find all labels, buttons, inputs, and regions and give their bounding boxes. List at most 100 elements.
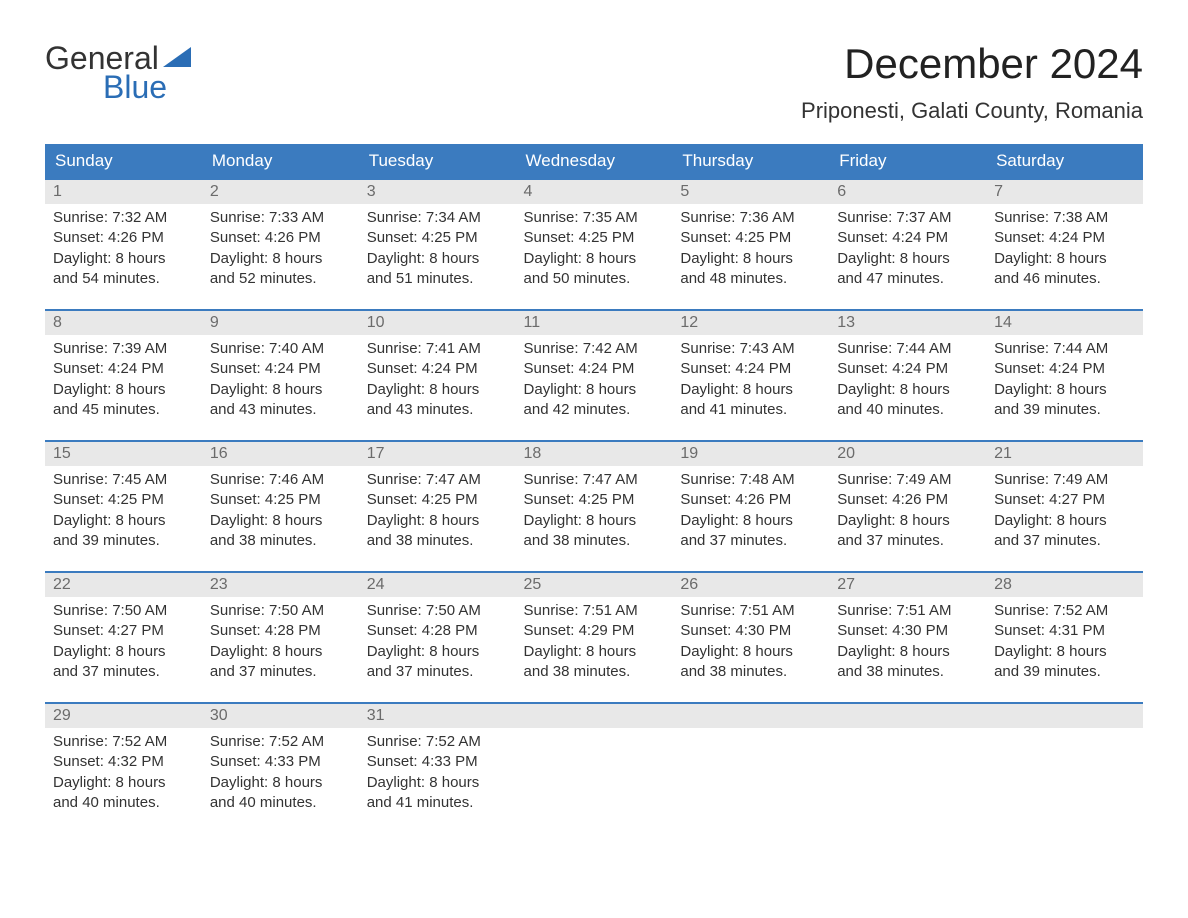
day-body: Sunrise: 7:51 AMSunset: 4:30 PMDaylight:… <box>829 597 986 702</box>
daylight-line: and 37 minutes. <box>53 662 194 682</box>
sunset-line: Sunset: 4:33 PM <box>367 752 508 772</box>
dow-tuesday: Tuesday <box>359 144 516 179</box>
sunset-line: Sunset: 4:24 PM <box>994 228 1135 248</box>
day-number-empty <box>829 704 986 728</box>
day-number: 20 <box>829 442 986 466</box>
day-number: 31 <box>359 704 516 728</box>
sunrise-line: Sunrise: 7:48 AM <box>680 470 821 490</box>
day-body: Sunrise: 7:35 AMSunset: 4:25 PMDaylight:… <box>516 204 673 309</box>
sunrise-line: Sunrise: 7:45 AM <box>53 470 194 490</box>
daylight-line: and 40 minutes. <box>210 793 351 813</box>
daylight-line: Daylight: 8 hours <box>367 511 508 531</box>
daylight-line: and 40 minutes. <box>53 793 194 813</box>
day-number: 25 <box>516 573 673 597</box>
day-body: Sunrise: 7:52 AMSunset: 4:33 PMDaylight:… <box>202 728 359 833</box>
daylight-line: and 39 minutes. <box>994 662 1135 682</box>
daylight-line: and 38 minutes. <box>210 531 351 551</box>
sunrise-line: Sunrise: 7:52 AM <box>210 732 351 752</box>
sunrise-line: Sunrise: 7:44 AM <box>994 339 1135 359</box>
day-number: 6 <box>829 180 986 204</box>
brand-logo: General Blue <box>45 40 191 106</box>
day-cell: 13Sunrise: 7:44 AMSunset: 4:24 PMDayligh… <box>829 310 986 441</box>
day-body: Sunrise: 7:48 AMSunset: 4:26 PMDaylight:… <box>672 466 829 571</box>
day-number: 18 <box>516 442 673 466</box>
day-body: Sunrise: 7:32 AMSunset: 4:26 PMDaylight:… <box>45 204 202 309</box>
sunset-line: Sunset: 4:33 PM <box>210 752 351 772</box>
day-body: Sunrise: 7:36 AMSunset: 4:25 PMDaylight:… <box>672 204 829 309</box>
day-cell: 15Sunrise: 7:45 AMSunset: 4:25 PMDayligh… <box>45 441 202 572</box>
day-cell <box>672 703 829 833</box>
daylight-line: and 38 minutes. <box>367 531 508 551</box>
sunrise-line: Sunrise: 7:44 AM <box>837 339 978 359</box>
daylight-line: Daylight: 8 hours <box>680 642 821 662</box>
daylight-line: Daylight: 8 hours <box>53 773 194 793</box>
dow-sunday: Sunday <box>45 144 202 179</box>
day-number: 27 <box>829 573 986 597</box>
sunset-line: Sunset: 4:28 PM <box>210 621 351 641</box>
day-number: 11 <box>516 311 673 335</box>
sunrise-line: Sunrise: 7:43 AM <box>680 339 821 359</box>
day-number: 1 <box>45 180 202 204</box>
sunset-line: Sunset: 4:29 PM <box>524 621 665 641</box>
daylight-line: Daylight: 8 hours <box>680 511 821 531</box>
daylight-line: Daylight: 8 hours <box>367 773 508 793</box>
day-of-week-header: Sunday Monday Tuesday Wednesday Thursday… <box>45 144 1143 179</box>
sunset-line: Sunset: 4:26 PM <box>680 490 821 510</box>
daylight-line: and 38 minutes. <box>837 662 978 682</box>
day-cell: 25Sunrise: 7:51 AMSunset: 4:29 PMDayligh… <box>516 572 673 703</box>
day-cell: 5Sunrise: 7:36 AMSunset: 4:25 PMDaylight… <box>672 179 829 310</box>
sunrise-line: Sunrise: 7:38 AM <box>994 208 1135 228</box>
sunrise-line: Sunrise: 7:42 AM <box>524 339 665 359</box>
day-body: Sunrise: 7:47 AMSunset: 4:25 PMDaylight:… <box>516 466 673 571</box>
day-number: 8 <box>45 311 202 335</box>
daylight-line: and 40 minutes. <box>837 400 978 420</box>
day-cell: 29Sunrise: 7:52 AMSunset: 4:32 PMDayligh… <box>45 703 202 833</box>
day-cell: 11Sunrise: 7:42 AMSunset: 4:24 PMDayligh… <box>516 310 673 441</box>
day-cell: 19Sunrise: 7:48 AMSunset: 4:26 PMDayligh… <box>672 441 829 572</box>
header: General Blue December 2024 Priponesti, G… <box>45 40 1143 136</box>
daylight-line: and 38 minutes. <box>680 662 821 682</box>
day-body: Sunrise: 7:39 AMSunset: 4:24 PMDaylight:… <box>45 335 202 440</box>
daylight-line: and 37 minutes. <box>994 531 1135 551</box>
day-body-empty <box>672 728 829 798</box>
daylight-line: Daylight: 8 hours <box>994 380 1135 400</box>
day-cell: 26Sunrise: 7:51 AMSunset: 4:30 PMDayligh… <box>672 572 829 703</box>
day-number: 23 <box>202 573 359 597</box>
sunset-line: Sunset: 4:27 PM <box>53 621 194 641</box>
sunset-line: Sunset: 4:25 PM <box>367 490 508 510</box>
daylight-line: and 39 minutes. <box>994 400 1135 420</box>
day-number: 21 <box>986 442 1143 466</box>
daylight-line: Daylight: 8 hours <box>367 249 508 269</box>
day-cell: 24Sunrise: 7:50 AMSunset: 4:28 PMDayligh… <box>359 572 516 703</box>
day-number-empty <box>672 704 829 728</box>
daylight-line: Daylight: 8 hours <box>210 773 351 793</box>
sunrise-line: Sunrise: 7:36 AM <box>680 208 821 228</box>
sunset-line: Sunset: 4:27 PM <box>994 490 1135 510</box>
sunrise-line: Sunrise: 7:50 AM <box>210 601 351 621</box>
sunset-line: Sunset: 4:25 PM <box>53 490 194 510</box>
sunset-line: Sunset: 4:25 PM <box>680 228 821 248</box>
daylight-line: Daylight: 8 hours <box>680 249 821 269</box>
day-number: 4 <box>516 180 673 204</box>
sunrise-line: Sunrise: 7:50 AM <box>53 601 194 621</box>
day-number: 29 <box>45 704 202 728</box>
day-body: Sunrise: 7:50 AMSunset: 4:28 PMDaylight:… <box>202 597 359 702</box>
daylight-line: and 48 minutes. <box>680 269 821 289</box>
day-body: Sunrise: 7:52 AMSunset: 4:33 PMDaylight:… <box>359 728 516 833</box>
day-cell <box>829 703 986 833</box>
day-number: 30 <box>202 704 359 728</box>
sunset-line: Sunset: 4:32 PM <box>53 752 194 772</box>
week-row: 29Sunrise: 7:52 AMSunset: 4:32 PMDayligh… <box>45 703 1143 833</box>
sunset-line: Sunset: 4:31 PM <box>994 621 1135 641</box>
day-body: Sunrise: 7:50 AMSunset: 4:28 PMDaylight:… <box>359 597 516 702</box>
day-cell: 31Sunrise: 7:52 AMSunset: 4:33 PMDayligh… <box>359 703 516 833</box>
daylight-line: Daylight: 8 hours <box>210 249 351 269</box>
day-cell: 12Sunrise: 7:43 AMSunset: 4:24 PMDayligh… <box>672 310 829 441</box>
day-cell: 22Sunrise: 7:50 AMSunset: 4:27 PMDayligh… <box>45 572 202 703</box>
day-number: 2 <box>202 180 359 204</box>
day-number: 13 <box>829 311 986 335</box>
daylight-line: and 54 minutes. <box>53 269 194 289</box>
daylight-line: and 37 minutes. <box>837 531 978 551</box>
sunrise-line: Sunrise: 7:34 AM <box>367 208 508 228</box>
sunrise-line: Sunrise: 7:52 AM <box>994 601 1135 621</box>
